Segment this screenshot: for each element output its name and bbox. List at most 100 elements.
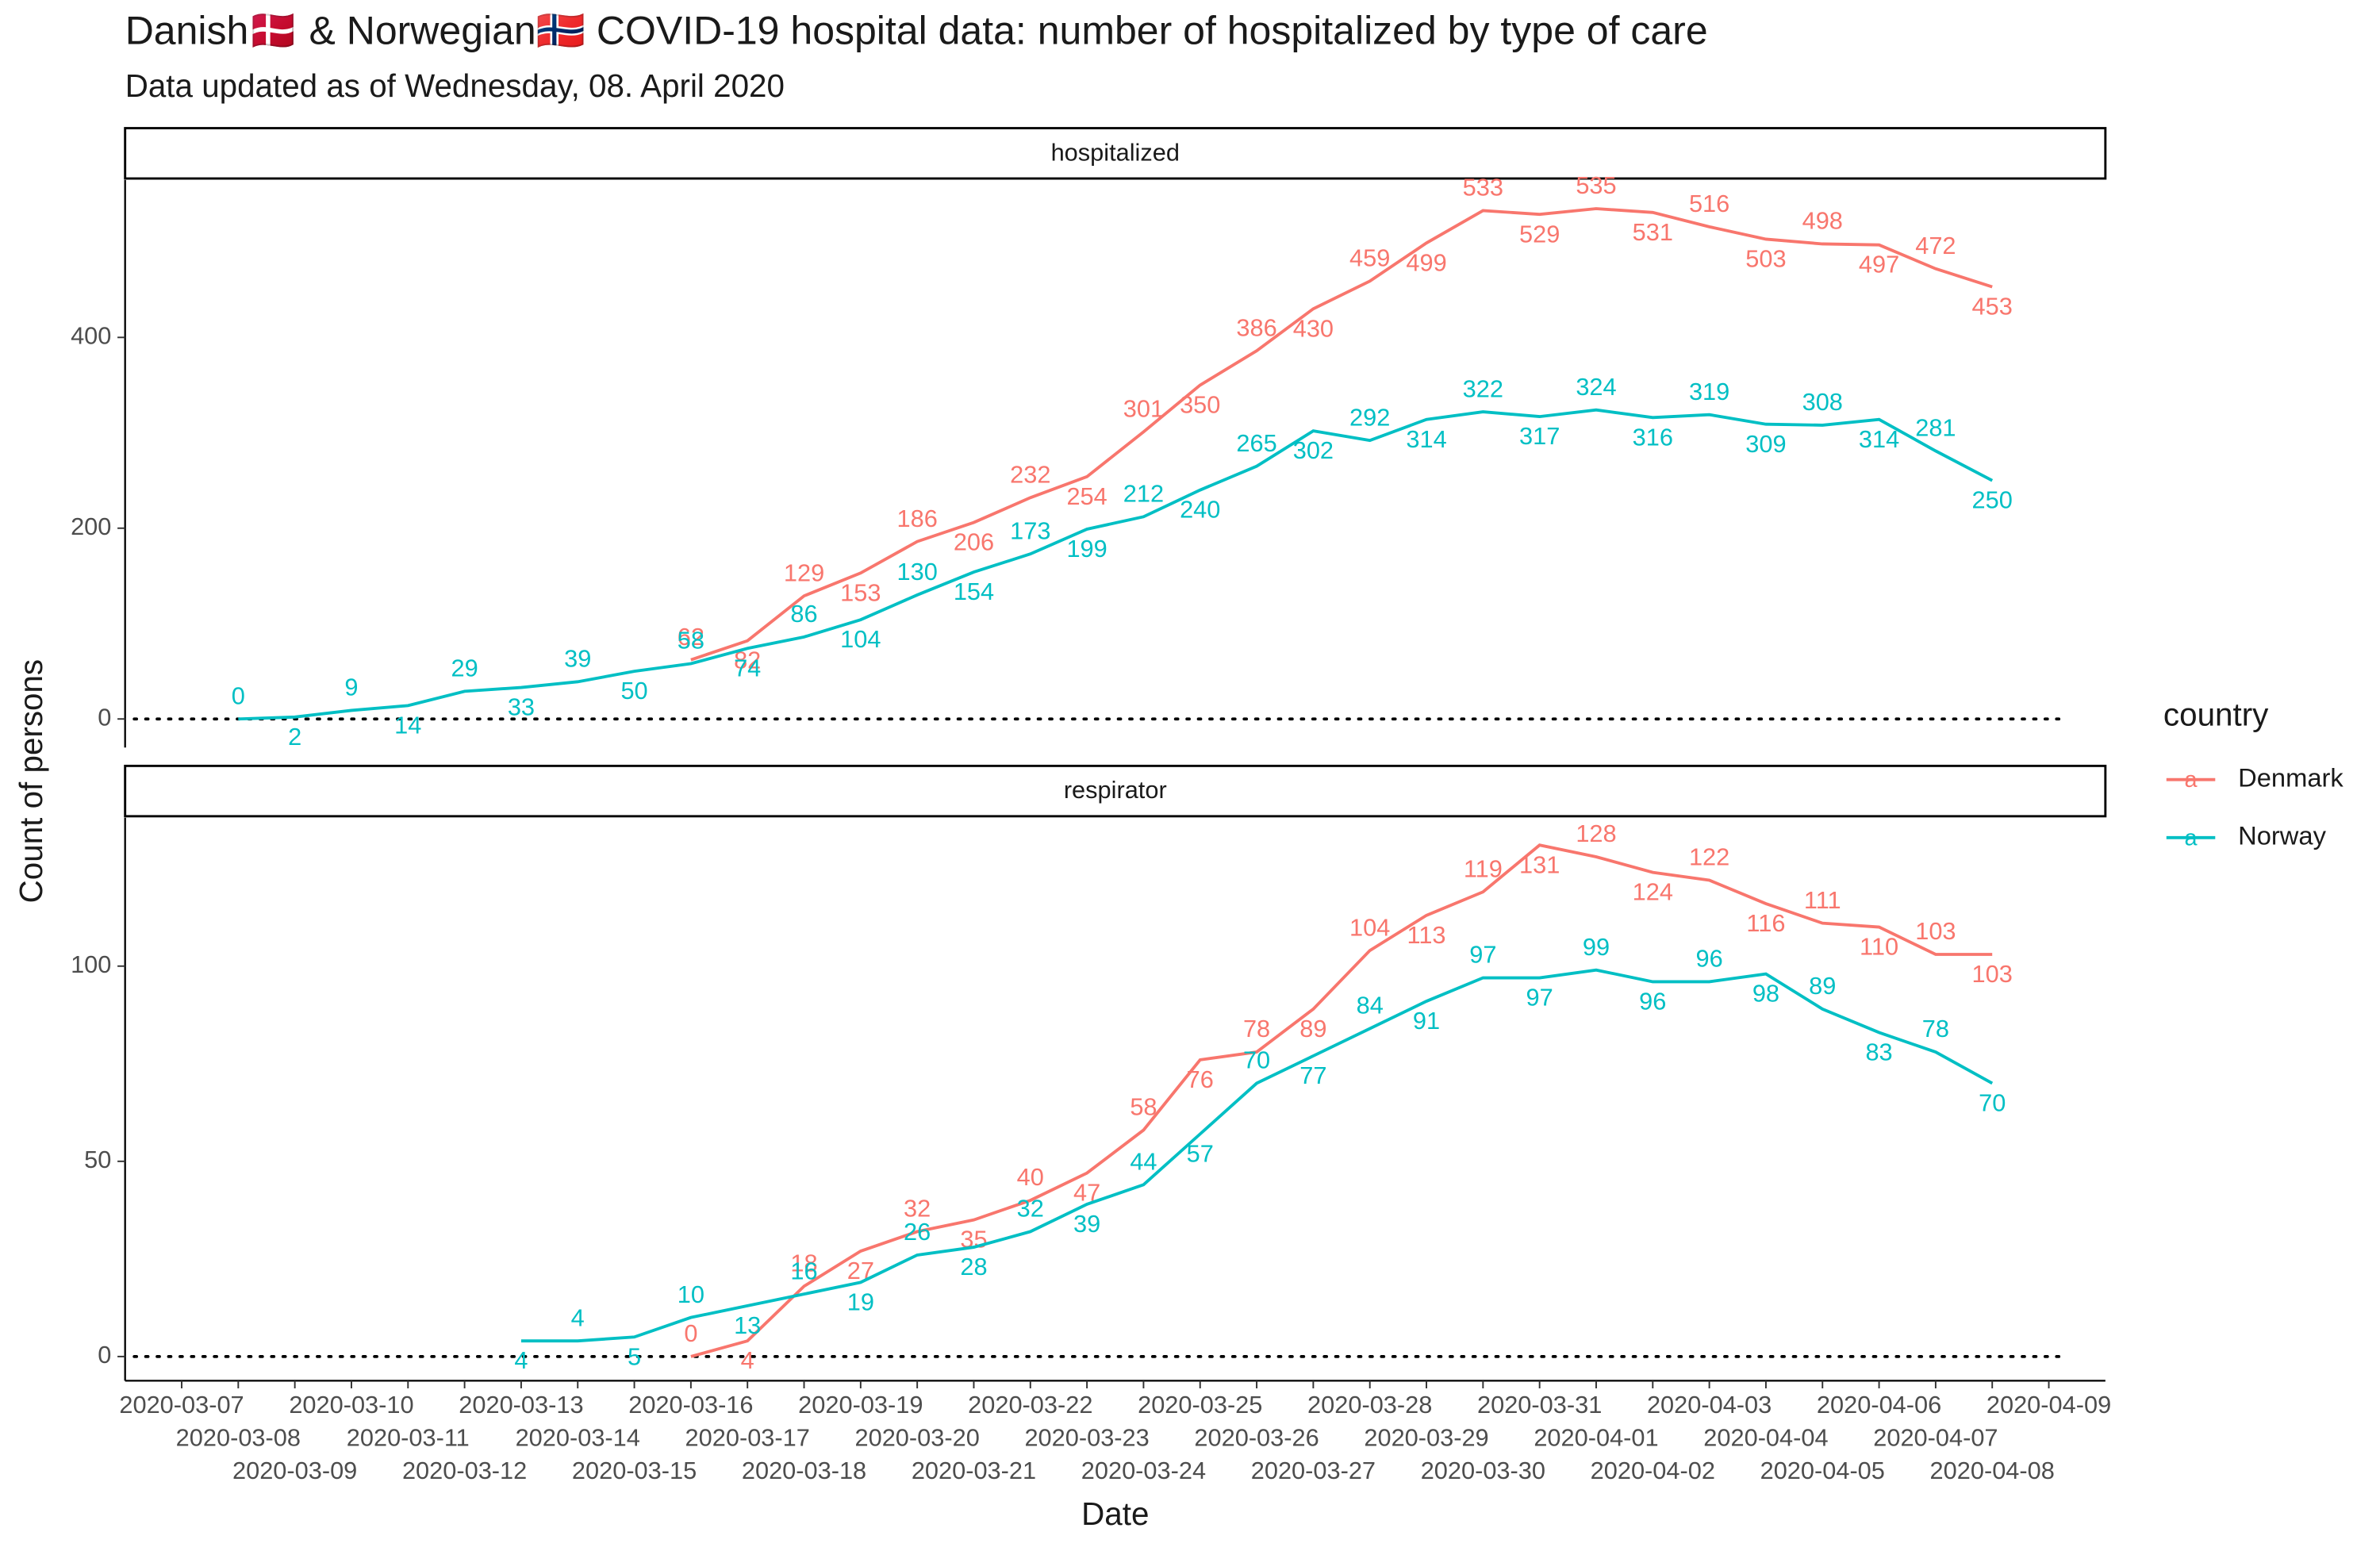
data-label: 86 [790, 600, 817, 628]
data-label: 16 [790, 1257, 817, 1284]
data-label: 103 [1972, 960, 2013, 988]
data-label: 70 [1243, 1046, 1270, 1074]
chart-title: Danish🇩🇰 & Norwegian🇳🇴 COVID-19 hospital… [125, 8, 1708, 53]
data-label: 130 [896, 558, 937, 585]
data-label: 70 [1979, 1088, 2006, 1116]
data-label: 5 [628, 1342, 641, 1370]
data-label: 212 [1123, 480, 1164, 508]
x-tick-label: 2020-04-09 [1987, 1391, 2111, 1419]
legend-label: Denmark [2238, 762, 2344, 792]
legend-swatch-glyph: a [2185, 767, 2198, 793]
data-label: 103 [1915, 917, 1956, 945]
data-label: 96 [1696, 945, 1723, 973]
data-label: 531 [1633, 218, 1673, 246]
data-label: 62 [678, 623, 704, 651]
x-tick-label: 2020-04-08 [1930, 1457, 2055, 1484]
facet-label: respirator [1064, 776, 1167, 804]
data-label: 232 [1010, 460, 1050, 488]
x-tick-label: 2020-03-31 [1477, 1391, 1602, 1419]
data-label: 533 [1463, 174, 1503, 202]
x-tick-label: 2020-03-20 [855, 1424, 980, 1452]
x-tick-label: 2020-04-03 [1647, 1391, 1772, 1419]
x-tick-label: 2020-03-26 [1194, 1424, 1319, 1452]
data-label: 309 [1745, 430, 1786, 458]
legend-title: country [2163, 697, 2269, 733]
data-label: 14 [394, 711, 421, 739]
legend-swatch-glyph: a [2185, 825, 2198, 850]
data-label: 78 [1243, 1015, 1270, 1042]
data-label: 535 [1576, 171, 1616, 199]
data-label: 4 [514, 1346, 528, 1374]
data-label: 173 [1010, 516, 1050, 544]
x-tick-label: 2020-03-22 [968, 1391, 1092, 1419]
data-label: 503 [1745, 245, 1786, 273]
x-tick-label: 2020-03-24 [1081, 1457, 1206, 1484]
data-label: 319 [1689, 378, 1729, 405]
y-tick-label: 200 [71, 513, 111, 540]
data-label: 129 [784, 559, 824, 586]
data-label: 122 [1689, 843, 1729, 871]
chart-subtitle: Data updated as of Wednesday, 08. April … [125, 67, 785, 104]
series-line [520, 968, 1994, 1343]
data-label: 430 [1293, 314, 1334, 342]
y-tick-label: 400 [71, 321, 111, 349]
data-label: 516 [1689, 190, 1729, 217]
x-tick-label: 2020-03-11 [347, 1424, 470, 1452]
data-label: 50 [620, 677, 647, 704]
data-label: 324 [1576, 373, 1616, 401]
data-label: 84 [1357, 992, 1384, 1019]
data-label: 186 [896, 505, 937, 532]
y-tick-label: 50 [84, 1146, 111, 1173]
data-label: 322 [1463, 374, 1503, 402]
data-label: 74 [734, 654, 761, 681]
data-label: 113 [1407, 921, 1446, 949]
x-tick-label: 2020-03-17 [685, 1424, 810, 1452]
data-label: 58 [678, 627, 704, 655]
data-label: 104 [840, 625, 881, 653]
data-label: 265 [1236, 429, 1276, 457]
data-label: 9 [344, 674, 358, 701]
data-label: 89 [1809, 972, 1836, 1000]
data-label: 497 [1859, 251, 1899, 278]
data-label: 76 [1187, 1065, 1214, 1093]
data-label: 27 [847, 1257, 874, 1284]
data-label: 97 [1526, 984, 1553, 1012]
data-label: 0 [684, 1319, 697, 1347]
data-label: 40 [1017, 1163, 1044, 1191]
data-label: 254 [1066, 482, 1107, 510]
data-label: 472 [1915, 232, 1956, 259]
data-label: 499 [1406, 248, 1446, 276]
data-label: 19 [847, 1288, 874, 1315]
data-label: 32 [904, 1195, 931, 1223]
x-tick-label: 2020-04-07 [1873, 1424, 1998, 1452]
data-label: 154 [954, 578, 994, 605]
data-label: 39 [564, 645, 591, 673]
data-label: 153 [840, 578, 881, 606]
data-label: 96 [1639, 988, 1666, 1015]
data-label: 199 [1066, 535, 1107, 562]
x-axis-title: Date [1081, 1495, 1149, 1532]
data-label: 89 [1299, 1015, 1326, 1042]
data-label: 116 [1746, 909, 1785, 937]
data-label: 314 [1859, 425, 1899, 453]
x-tick-label: 2020-03-15 [572, 1457, 697, 1484]
x-tick-label: 2020-03-09 [232, 1457, 357, 1484]
data-label: 314 [1406, 425, 1446, 453]
data-label: 58 [1130, 1093, 1157, 1121]
y-tick-label: 0 [98, 1341, 111, 1369]
x-tick-label: 2020-03-13 [459, 1391, 583, 1419]
data-label: 110 [1860, 933, 1898, 961]
data-label: 77 [1299, 1062, 1326, 1089]
data-label: 350 [1180, 390, 1220, 418]
series-line [690, 207, 1993, 662]
x-tick-label: 2020-03-07 [119, 1391, 244, 1419]
x-tick-label: 2020-03-08 [176, 1424, 301, 1452]
data-label: 498 [1802, 207, 1843, 235]
data-label: 119 [1464, 854, 1503, 882]
data-label: 97 [1469, 941, 1496, 969]
x-tick-label: 2020-03-12 [402, 1457, 527, 1484]
x-tick-label: 2020-03-23 [1024, 1424, 1149, 1452]
data-label: 99 [1583, 933, 1610, 961]
data-label: 301 [1123, 395, 1164, 423]
data-label: 4 [741, 1346, 754, 1374]
